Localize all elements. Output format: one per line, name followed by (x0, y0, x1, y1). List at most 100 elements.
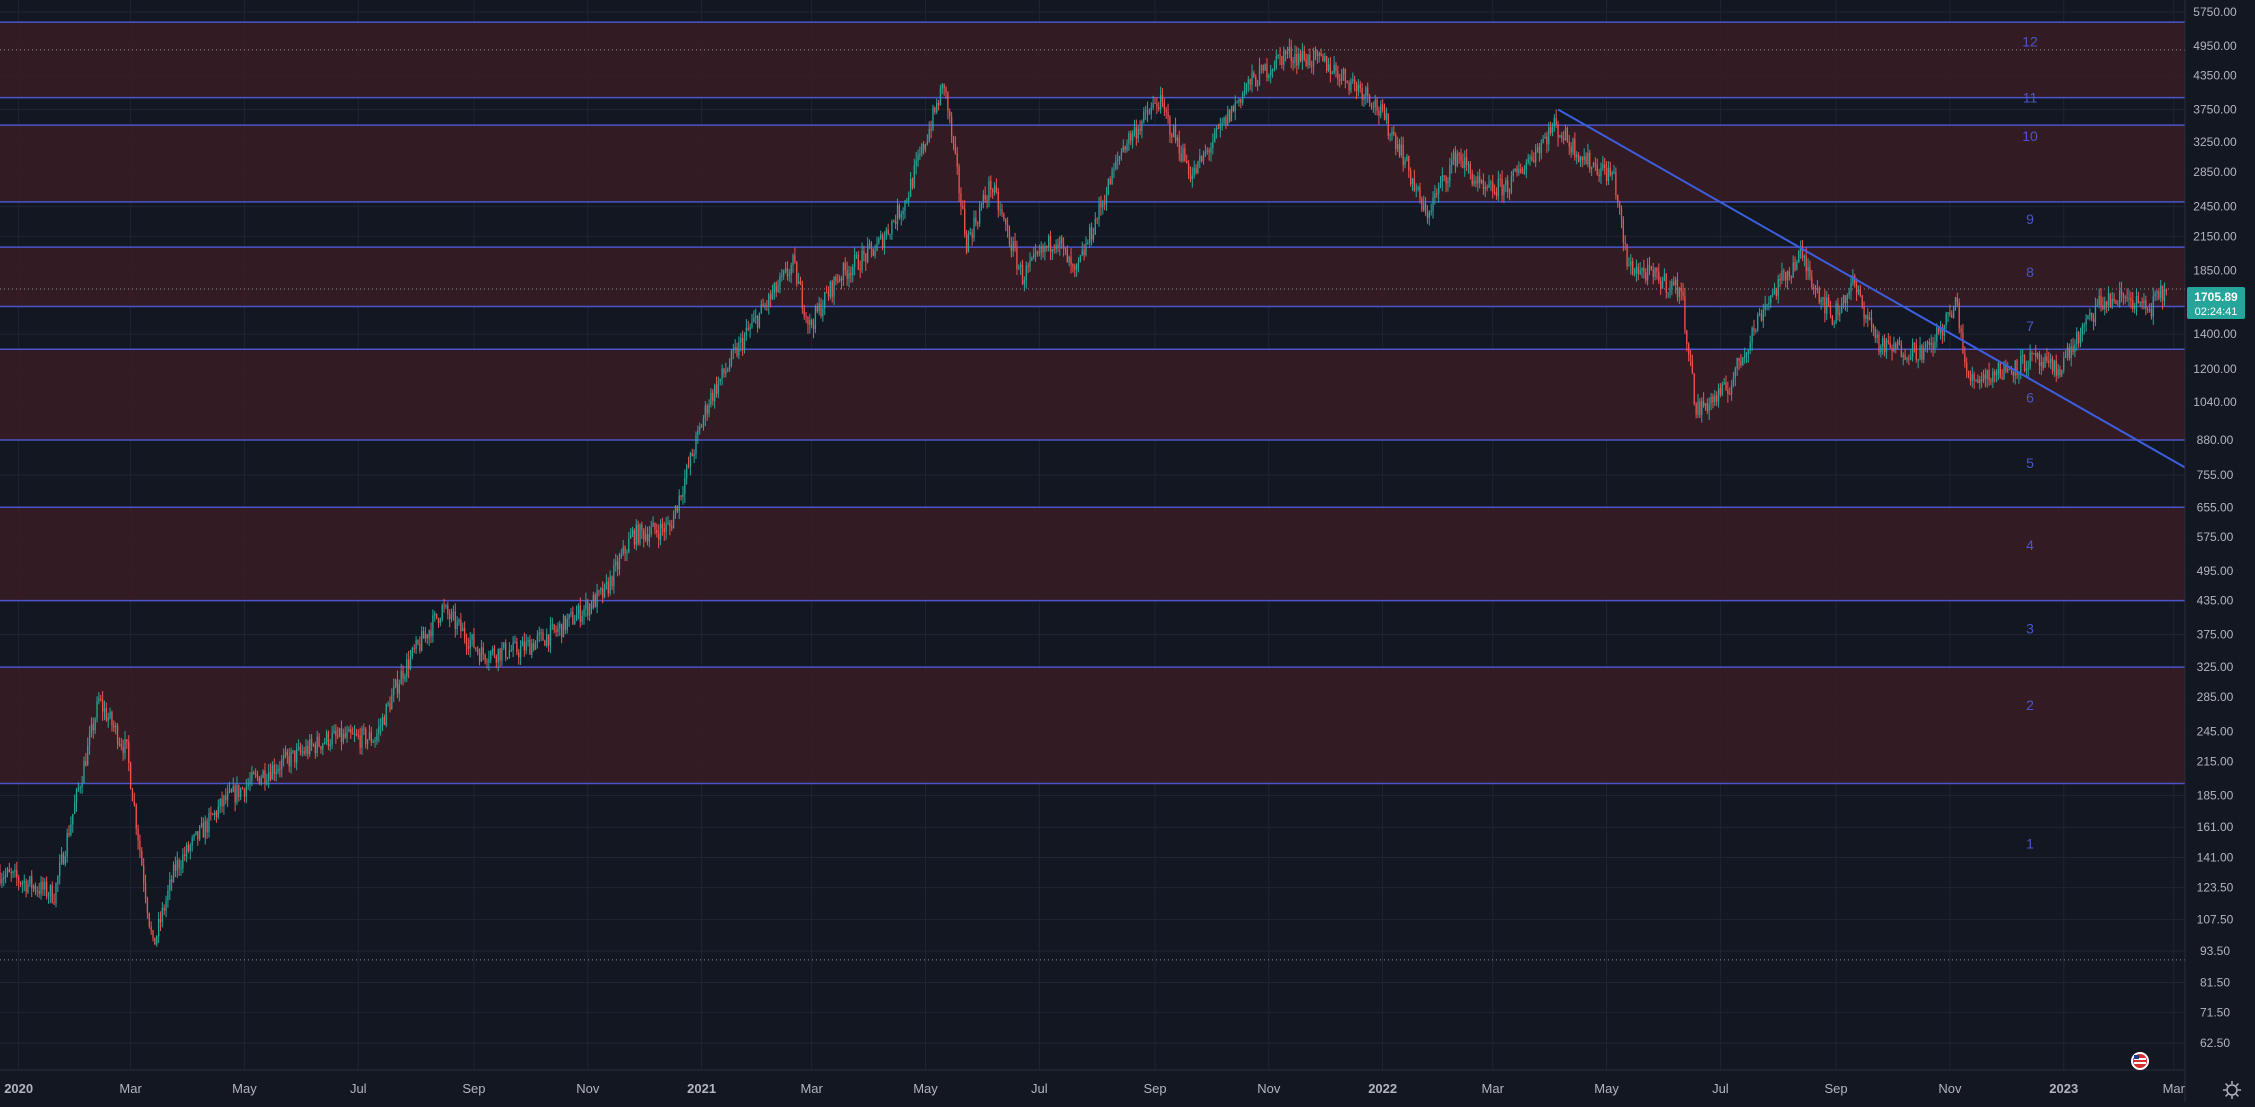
candle-body (1979, 379, 1981, 384)
candle-body (357, 734, 359, 736)
candle-body (352, 733, 354, 735)
candle-body (268, 772, 270, 781)
candle-body (825, 292, 828, 294)
candle-body (1551, 126, 1554, 133)
candle-body (1158, 106, 1160, 110)
candle-body (1260, 65, 1263, 67)
candle-body (1318, 52, 1320, 57)
candle-body (2046, 356, 2048, 361)
candle-body (1131, 132, 1134, 141)
candle-body (1635, 266, 1638, 274)
candle-body (1900, 344, 1903, 358)
candle-body (1596, 164, 1598, 175)
candle-body (842, 262, 845, 281)
candle-body (1848, 291, 1850, 296)
time-axis[interactable]: 2020 Mar May Jul Sep Nov 2021 Mar May Jul Sep Nov 20… (4, 1081, 2185, 1096)
candle-body (1618, 202, 1621, 209)
candle-body (1111, 169, 1113, 185)
candle-body (1262, 65, 1264, 71)
candle-body (546, 634, 548, 646)
candle-body (2098, 295, 2100, 305)
candle-body (264, 770, 266, 783)
candle-body (769, 294, 772, 299)
time-tick-label: 2021 (687, 1081, 716, 1096)
candle-body (1841, 303, 1843, 313)
candle-body (516, 641, 518, 653)
candle-body (1708, 403, 1710, 412)
candle-body (887, 229, 889, 235)
zone-label: 6 (2026, 390, 2034, 406)
settings-icon[interactable] (2223, 1081, 2241, 1099)
flag-icon[interactable] (2131, 1052, 2149, 1070)
candle-body (2050, 358, 2052, 363)
candle-body (1089, 227, 1091, 243)
candle-body (2010, 369, 2013, 372)
candle-body (2066, 347, 2069, 356)
candle-body (542, 632, 544, 641)
candle-body (1174, 125, 1177, 141)
candle-body (574, 620, 576, 625)
candle-body (1042, 246, 1044, 252)
candle-body (202, 823, 205, 838)
candle-body (167, 890, 169, 901)
candle-body (1447, 181, 1449, 184)
candle-body (1092, 234, 1095, 240)
candle-body (1381, 104, 1384, 110)
candle-body (853, 255, 856, 268)
candle-body (995, 185, 998, 193)
zone-label: 3 (2026, 620, 2034, 636)
candle-body (253, 772, 255, 775)
candle-body (658, 533, 660, 540)
candle-body (1604, 164, 1606, 169)
candle-body (889, 234, 891, 236)
candle-body (514, 641, 516, 643)
candle-body (1339, 79, 1341, 81)
candle-body (1688, 343, 1690, 355)
candle-body (66, 832, 68, 857)
candle-body (624, 546, 626, 554)
candle-body (103, 708, 106, 712)
candle-body (238, 784, 240, 798)
candle-body (428, 630, 430, 639)
candle-body (2053, 360, 2056, 372)
candle-body (309, 739, 311, 755)
candle-body (1869, 318, 1871, 320)
candle-body (1374, 99, 1376, 108)
price-axis[interactable]: 5750.00 4950.00 4350.00 3750.00 3250.00 2850.… (2193, 5, 2237, 1050)
candle-body (1171, 134, 1173, 138)
candle-body (57, 876, 59, 884)
candle-body (1785, 272, 1787, 281)
candle-body (400, 670, 402, 685)
candle-body (1880, 346, 1882, 353)
candle-body (934, 107, 936, 113)
candles (0, 38, 2167, 947)
candle-body (1932, 342, 1934, 349)
zone-label: 11 (2023, 90, 2038, 106)
candle-body (1286, 51, 1289, 54)
zone-label: 8 (2026, 264, 2034, 280)
candle-body (663, 528, 665, 533)
time-tick-label: Jul (350, 1081, 367, 1096)
candle-body (956, 153, 958, 167)
candle-body (1064, 247, 1067, 250)
candle-body (1020, 264, 1022, 268)
candle-body (1215, 127, 1218, 131)
candle-body (952, 136, 955, 144)
candle-body (1003, 213, 1005, 220)
candle-body (1309, 54, 1311, 66)
candle-body (807, 316, 809, 325)
candle-body (329, 744, 331, 747)
candle-body (1143, 111, 1145, 122)
candle-body (1807, 267, 1809, 271)
candle-body (971, 232, 973, 239)
candle-body (930, 129, 932, 131)
price-tick-label: 4950.00 (2193, 39, 2237, 53)
candle-body (1087, 242, 1089, 244)
candle-body (1146, 110, 1149, 114)
candle-body (419, 643, 421, 651)
candle-body (783, 270, 785, 276)
candle-body (521, 641, 524, 647)
candle-body (1221, 123, 1223, 125)
